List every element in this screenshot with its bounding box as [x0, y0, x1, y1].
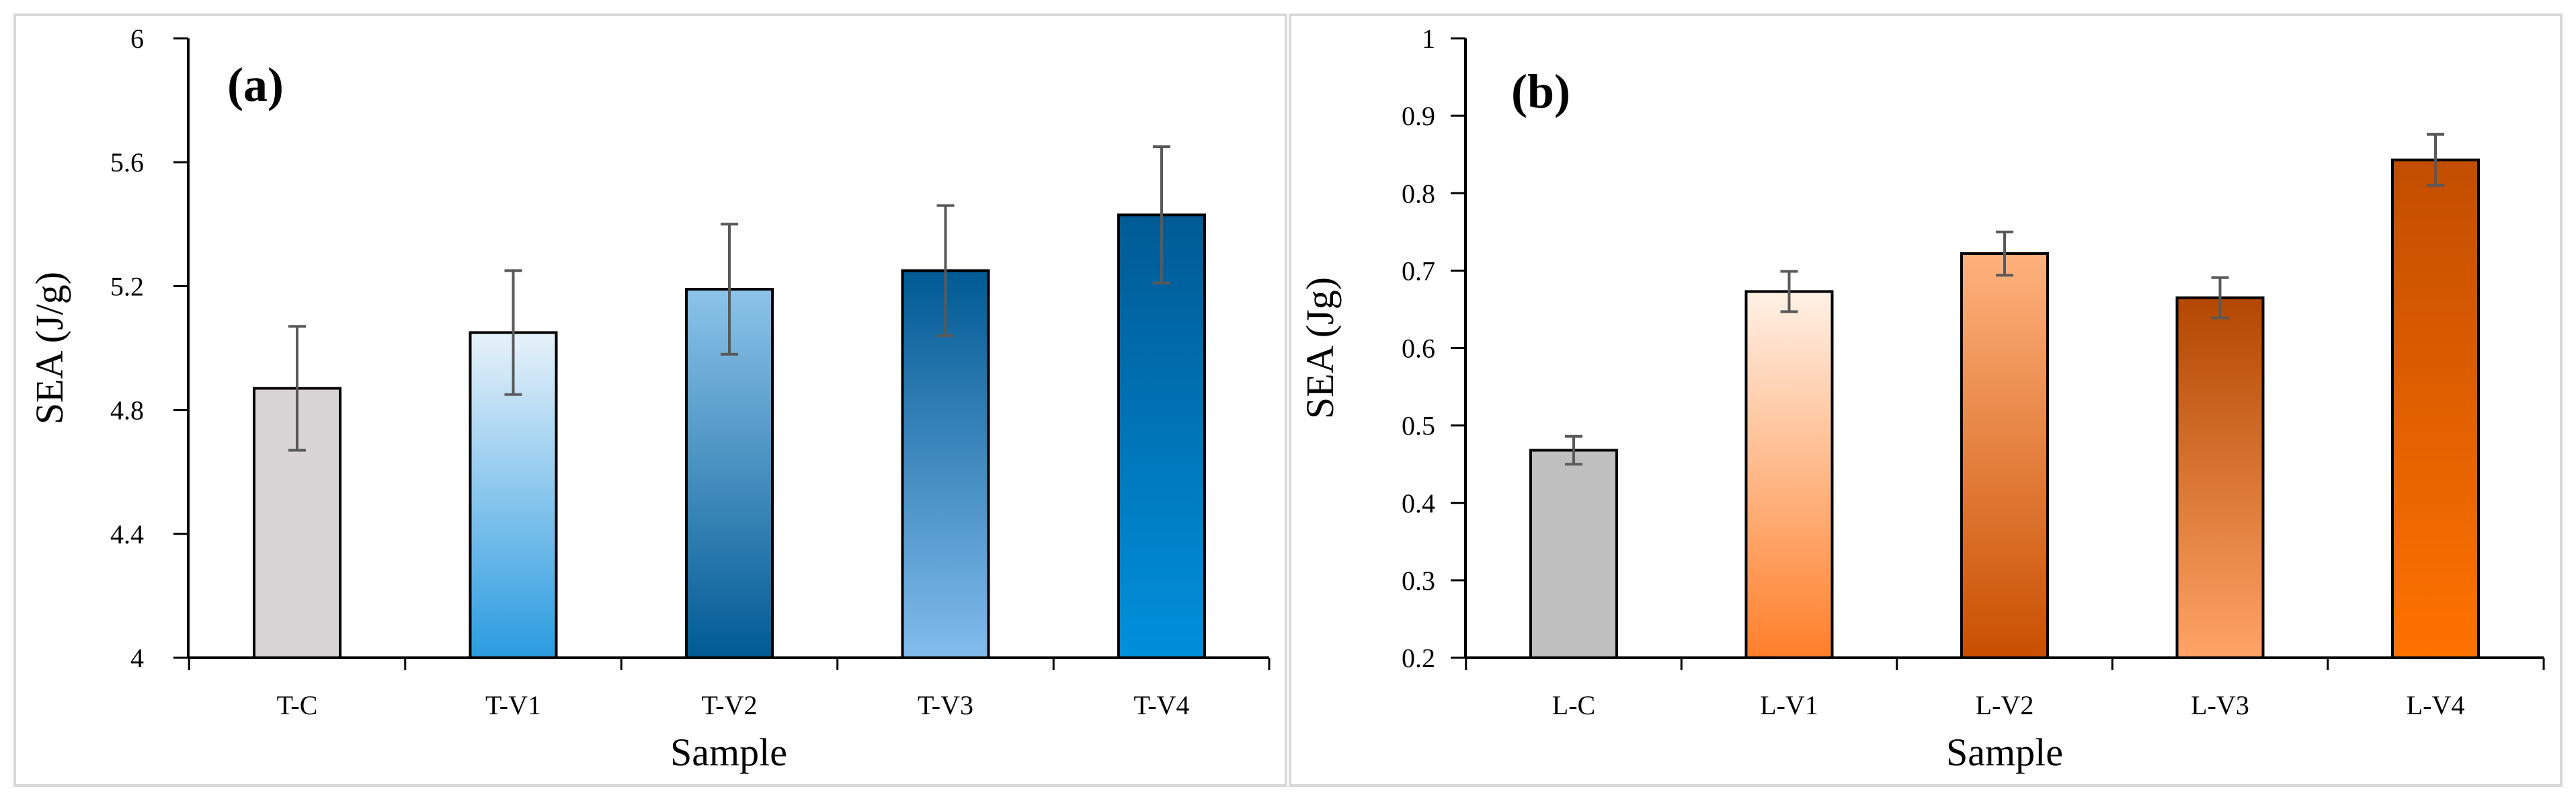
panel-b-y-tick-label: 0.8: [1402, 178, 1435, 208]
panel-b-y-tick-label: 0.9: [1402, 101, 1435, 131]
panel-b-bar-l-v3: [2175, 296, 2265, 659]
panel-b-y-tick-label: 0.4: [1402, 488, 1435, 519]
panel-a-x-ticks: T-C T-V1 T-V2 T-V3 T-V4: [188, 658, 1271, 720]
panel-b-label: (b): [1511, 65, 1570, 118]
panel-a-y-tick-label: 4.4: [110, 519, 144, 549]
panel-b-x-ticks: L-C L-V1 L-V2 L-V3 L-V4: [1465, 658, 2545, 720]
panel-b-y-tick-label: 0.2: [1402, 643, 1435, 673]
panel-a-x-tick-label: T-C: [277, 690, 318, 720]
panel-b-x-tick-label: L-C: [1552, 690, 1595, 720]
panel-a-y-tick-label: 5.2: [110, 271, 144, 301]
panel-a-y-tick-label: 4.8: [110, 395, 144, 426]
panel-b-bars: [1529, 158, 2480, 660]
panel-b-bar-l-v1: [1744, 290, 1834, 659]
panel-a-error-bars: [288, 145, 1170, 452]
panel-b-y-tick-label: 1: [1422, 24, 1435, 54]
panel-a-x-tick-label: T-V4: [1134, 690, 1190, 720]
panel-a-y-tick-label: 5.6: [110, 147, 144, 178]
panel-a: 4 4.4 4.8 5.2 5.6 6 T-C T-V1 T-V2 T-V3 T-V4 SEA (…: [13, 13, 1287, 787]
panel-b-x-tick-label: L-V3: [2191, 690, 2249, 720]
panel-a-y-axis-title: SEA (J/g): [28, 272, 71, 424]
panel-b: 0.2 0.3 0.4 0.5 0.6 0.7 0.8 0.9 1 L-C L-V1 L-V2 L-V…: [1289, 13, 2563, 787]
panel-b-bar-l-v4: [2391, 158, 2480, 659]
panel-a-x-tick-label: T-V2: [702, 690, 758, 720]
panel-b-y-tick-label: 0.3: [1402, 566, 1435, 596]
panel-a-label: (a): [227, 58, 284, 112]
panel-a-y-tick-label: 4: [130, 643, 144, 673]
panel-b-x-tick-label: L-V2: [1976, 690, 2034, 720]
panel-b-x-tick-label: L-V1: [1760, 690, 1818, 720]
panel-a-x-tick-label: T-V3: [918, 690, 973, 720]
panel-a-y-ticks: 4 4.4 4.8 5.2 5.6 6: [110, 24, 188, 673]
panel-a-x-axis-title: Sample: [670, 730, 787, 774]
panel-b-bar-l-c: [1529, 449, 1618, 660]
panel-b-y-tick-label: 0.6: [1402, 334, 1435, 364]
panel-a-frame: [13, 13, 1287, 787]
panel-b-y-ticks: 0.2 0.3 0.4 0.5 0.6 0.7 0.8 0.9 1: [1402, 24, 1465, 673]
panel-a-x-tick-label: T-V1: [485, 690, 541, 720]
panel-b-x-tick-label: L-V4: [2407, 690, 2465, 720]
panel-b-y-tick-label: 0.7: [1402, 256, 1435, 286]
panel-a-bar-t-v3: [901, 269, 990, 659]
panel-b-y-axis-title: SEA (Jg): [1298, 277, 1342, 419]
panel-b-frame: [1289, 13, 2563, 787]
panel-b-y-tick-label: 0.5: [1402, 411, 1435, 441]
panel-b-x-axis-title: Sample: [1946, 730, 2063, 774]
panel-a-y-tick-label: 6: [130, 24, 144, 54]
panel-b-error-bars: [1565, 132, 2444, 466]
panel-b-bar-l-v2: [1960, 252, 2049, 659]
